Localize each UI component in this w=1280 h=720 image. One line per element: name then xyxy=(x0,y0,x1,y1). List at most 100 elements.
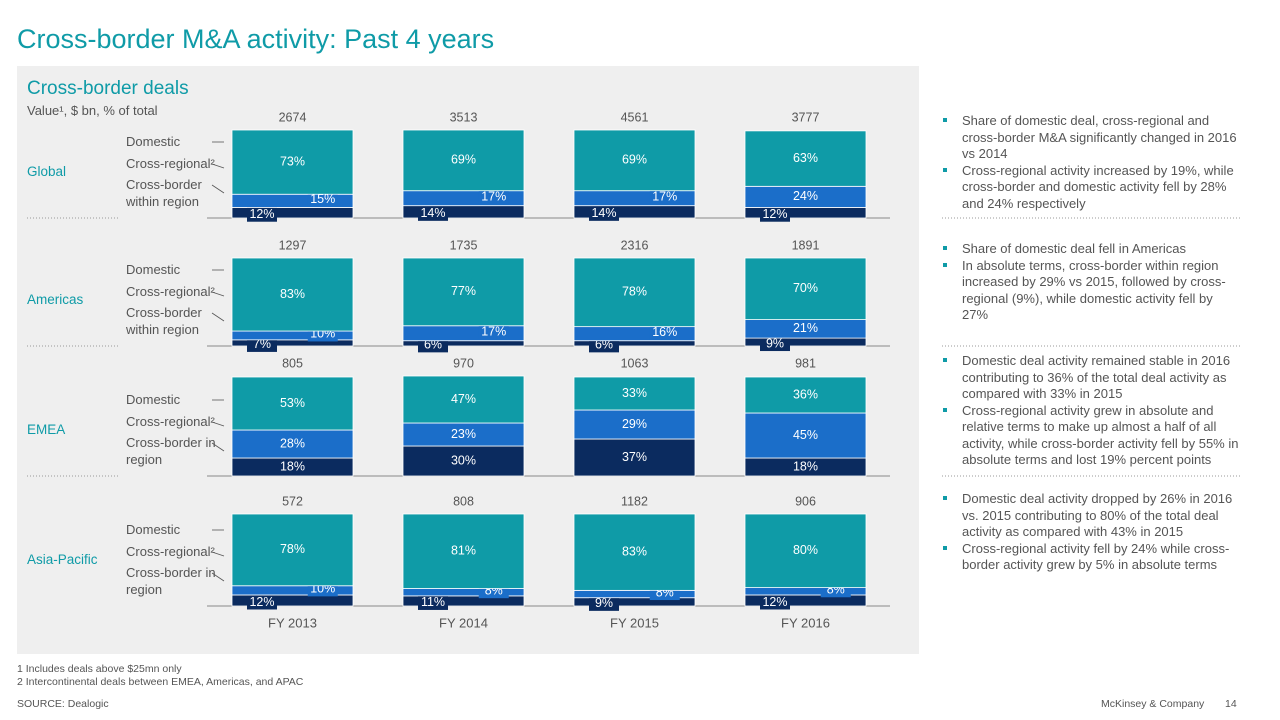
bar-segment xyxy=(573,257,696,328)
total-label: 1297 xyxy=(279,238,307,252)
legend-connector xyxy=(211,163,225,169)
label-box xyxy=(418,338,448,353)
bar-segment xyxy=(744,376,867,414)
label-box xyxy=(760,337,790,352)
bar-segment xyxy=(744,412,867,459)
bullet: Domestic deal activity remained stable i… xyxy=(943,353,1242,403)
value-label: 14% xyxy=(591,206,616,220)
value-label: 17% xyxy=(652,189,677,203)
bullet-list: Share of domestic deal, cross-regional a… xyxy=(942,113,1242,212)
region-label: EMEA xyxy=(27,422,66,437)
legend-connector xyxy=(211,291,225,297)
bar-segment xyxy=(231,513,354,587)
total-label: 572 xyxy=(282,494,303,508)
value-label: 83% xyxy=(622,544,647,558)
value-label: 15% xyxy=(310,192,335,206)
legend-label: Domestic xyxy=(126,522,181,537)
legend-label: Domestic xyxy=(126,262,181,277)
bar-segment xyxy=(573,376,696,411)
value-label: 12% xyxy=(762,595,787,609)
legend-label: Cross-border within region xyxy=(126,305,202,337)
legend-connector xyxy=(211,312,225,322)
legend-label: Cross-border in region xyxy=(126,565,216,597)
value-label: 6% xyxy=(424,338,442,352)
total-label: 1891 xyxy=(792,238,820,252)
bar-segment xyxy=(231,376,354,431)
legend-connector xyxy=(211,184,225,194)
panel-subtitle: Value¹, $ bn, % of total xyxy=(27,103,158,118)
legend-label: Cross-regional² xyxy=(126,544,215,559)
label-box xyxy=(589,338,619,353)
label-box xyxy=(247,207,277,222)
label-box xyxy=(247,595,277,610)
bar-segment xyxy=(402,257,525,327)
value-label: 77% xyxy=(451,284,476,298)
note-block: Share of domestic deal, cross-regional a… xyxy=(942,113,1242,212)
region-label: Asia-Pacific xyxy=(27,552,98,567)
value-label: 9% xyxy=(595,596,613,610)
label-box xyxy=(589,596,619,611)
footnote: 2 Intercontinental deals between EMEA, A… xyxy=(17,676,304,688)
company: McKinsey & Company xyxy=(1101,698,1205,710)
value-label: 23% xyxy=(451,427,476,441)
value-label: 53% xyxy=(280,396,305,410)
bar-segment xyxy=(573,409,696,440)
value-label: 17% xyxy=(481,325,506,339)
value-label: 69% xyxy=(451,153,476,167)
legend-label: Domestic xyxy=(126,392,181,407)
value-label: 12% xyxy=(249,595,274,609)
value-label: 63% xyxy=(793,151,818,165)
bar-segment xyxy=(402,129,525,192)
total-label: 1063 xyxy=(621,356,649,370)
total-label: 808 xyxy=(453,494,474,508)
legend-connector xyxy=(211,442,225,452)
total-label: 3513 xyxy=(450,110,478,124)
x-tick-label: FY 2015 xyxy=(610,615,659,630)
value-label: 11% xyxy=(421,595,445,609)
bar-segment xyxy=(231,429,354,459)
legend-connector xyxy=(211,572,225,582)
x-tick-label: FY 2014 xyxy=(439,615,488,630)
note-block: Share of domestic deal fell in Americas I… xyxy=(942,241,1242,324)
value-label: 18% xyxy=(793,459,818,473)
legend-label: Cross-border in region xyxy=(126,435,216,467)
bar-segment xyxy=(573,438,696,477)
bullet: Domestic deal activity dropped by 26% in… xyxy=(943,491,1242,541)
bullet-list: Domestic deal activity dropped by 26% in… xyxy=(942,491,1242,574)
value-label: 9% xyxy=(766,336,784,350)
value-label: 21% xyxy=(793,321,818,335)
region-label: Global xyxy=(27,164,67,179)
value-label: 37% xyxy=(622,450,647,464)
legend-label: Cross-regional² xyxy=(126,156,215,171)
value-label: 73% xyxy=(280,154,305,168)
value-label: 45% xyxy=(793,428,818,442)
region-label: Americas xyxy=(27,292,84,307)
label-box xyxy=(247,337,277,352)
value-label: 69% xyxy=(622,153,647,167)
value-label: 29% xyxy=(622,417,647,431)
bar-segment xyxy=(744,257,867,320)
total-label: 2316 xyxy=(621,238,649,252)
x-tick-label: FY 2016 xyxy=(781,615,830,630)
total-label: 3777 xyxy=(792,110,820,124)
x-tick-label: FY 2013 xyxy=(268,615,317,630)
note-block: Domestic deal activity dropped by 26% in… xyxy=(942,491,1242,574)
bar-segment xyxy=(231,257,354,332)
value-label: 33% xyxy=(622,386,647,400)
legend-connector xyxy=(211,551,225,557)
total-label: 906 xyxy=(795,494,816,508)
bar-segment xyxy=(402,513,525,589)
value-label: 24% xyxy=(793,189,818,203)
bar-segment xyxy=(573,129,696,192)
bullet-list: Share of domestic deal fell in Americas I… xyxy=(942,241,1242,324)
legend-label: Cross-regional² xyxy=(126,284,215,299)
value-label: 6% xyxy=(595,338,613,352)
value-label: 70% xyxy=(793,281,818,295)
value-label: 14% xyxy=(420,206,445,220)
total-label: 1182 xyxy=(621,494,648,508)
total-label: 970 xyxy=(453,356,474,370)
value-label: 36% xyxy=(793,387,818,401)
bullet: Share of domestic deal fell in Americas xyxy=(943,241,1242,258)
slide-title: Cross-border M&A activity: Past 4 years xyxy=(17,24,495,54)
